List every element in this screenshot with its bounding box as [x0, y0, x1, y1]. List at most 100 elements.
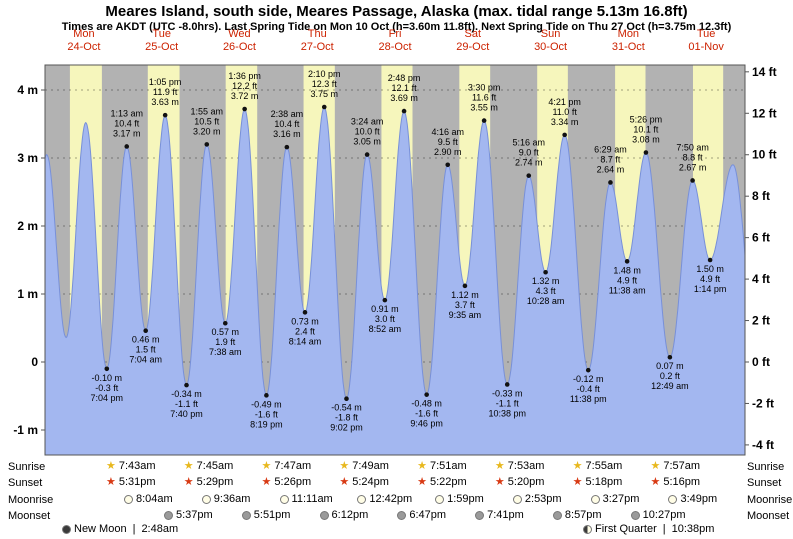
first-quarter-icon [583, 524, 592, 534]
sunset-icon: ★ [261, 476, 272, 488]
sunset-entry: ★ 5:20pm [495, 476, 545, 488]
moonrise-entry: 8:04am [124, 493, 173, 505]
moonrise-entry: 9:36am [201, 493, 250, 505]
moonset-entry: 7:41pm [475, 509, 524, 521]
day-date: 30-Oct [534, 41, 568, 53]
tide-extreme-labels: -0.10 m -0.3 ft 7:04 pm 1:13 am 10.4 ft 3.17 … [91, 69, 727, 433]
axes: 4 m 3 m 2 m 1 m 0 -1 m 14 ft 12 ft 10 ft 8 ft 6 ft… [13, 64, 777, 456]
tide-extreme-dot [364, 152, 370, 157]
sunrise-icon: ★ [261, 460, 272, 472]
sunrise-entry: ★ 7:57am [650, 460, 700, 472]
moonrise-time: 8:04am [136, 493, 173, 505]
sunset-icon: ★ [339, 476, 350, 488]
low-tide-label: -0.33 m -1.1 ft 10:38 pm [488, 388, 526, 418]
moonset-icon [164, 510, 173, 520]
sunset-time: 5:24pm [352, 476, 389, 488]
day-header: Mon 24-Oct [44, 28, 124, 54]
moonset-time: 8:57pm [564, 509, 602, 521]
sunset-icon: ★ [106, 476, 116, 488]
moonset-time: 6:12pm [331, 509, 369, 521]
moonset-time: 5:51pm [253, 509, 291, 521]
y-axis-right-label: -4 ft [752, 438, 774, 452]
tide-extreme-dot [222, 320, 228, 326]
tide-extreme-dot [585, 367, 591, 373]
new-moon-time: 2:48am [141, 523, 179, 535]
tide-extreme-dot [284, 144, 290, 150]
left-moonset-row-label: Moonset [8, 510, 51, 522]
day-date: 31-Oct [611, 41, 645, 53]
tide-extreme-dot [104, 366, 110, 372]
low-tide-label: -0.12 m -0.4 ft 11:38 pm [570, 374, 607, 404]
day-header: Tue 01-Nov [666, 28, 746, 54]
first-quarter-name: First Quarter [595, 523, 657, 535]
y-axis-right-label: 0 ft [752, 355, 770, 369]
high-tide-label: 3:24 am 10.0 ft 3.05 m [351, 117, 384, 147]
sunrise-time: 7:49am [352, 460, 389, 472]
sunset-time: 5:29pm [196, 476, 234, 488]
moonrise-time: 3:27pm [602, 493, 640, 505]
first-quarter-annotation: First Quarter | 10:38pm [583, 523, 714, 535]
moonrise-time: 11:11am [291, 493, 333, 505]
low-tide-label: 1.50 m 4.9 ft 1:14 pm [694, 264, 727, 294]
moonset-time: 10:27pm [642, 509, 686, 521]
moonrise-entry: 1:59pm [435, 493, 484, 505]
high-tide-label: 7:50 am 8.8 ft 2.67 m [676, 142, 709, 172]
plot-frame [44, 64, 746, 456]
low-tide-label: 0.07 m 0.2 ft 12:49 am [651, 361, 689, 391]
sunset-icon: ★ [417, 476, 427, 488]
low-tide-label: 0.46 m 1.5 ft 7:04 am [129, 335, 162, 365]
high-tide-label: 2:38 am 10.4 ft 3.16 m [271, 109, 304, 139]
moonrise-time: 1:59pm [447, 493, 484, 505]
high-tide-label: 4:16 am 9.5 ft 2.90 m [431, 127, 464, 157]
sunset-entry: ★ 5:16pm [650, 476, 700, 488]
day-weekday: Wed [228, 28, 251, 40]
left-moonrise-row-label: Moonrise [8, 494, 54, 506]
y-axis-right-label: 14 ft [752, 65, 777, 79]
right-moonset-row-label: Moonset [747, 510, 790, 522]
y-axis-left-label: 0 [31, 355, 38, 369]
sunset-icon: ★ [650, 476, 661, 488]
moonset-icon [630, 510, 640, 520]
sunset-entry: ★ 5:29pm [184, 476, 234, 488]
high-tide-label: 1:55 am 10.5 ft 3.20 m [191, 106, 224, 136]
moonset-entry: 5:37pm [164, 509, 213, 521]
sunset-icon: ★ [183, 476, 194, 488]
y-axis-left-label: 2 m [17, 219, 38, 233]
high-tide-label: 6:29 am 8.7 ft 2.64 m [594, 144, 627, 174]
day-weekday: Fri [388, 28, 402, 40]
high-tide-label: 1:13 am 10.4 ft 3.17 m [110, 108, 143, 138]
low-tide-label: -0.34 m -1.1 ft 7:40 pm [170, 389, 203, 419]
y-axis-right-label: 12 ft [752, 106, 777, 120]
moonset-icon [241, 510, 251, 520]
moonset-icon [319, 510, 329, 520]
sunset-entry: ★ 5:31pm [106, 476, 156, 488]
sunrise-icon: ★ [572, 460, 583, 472]
tide-extreme-dot [344, 396, 349, 402]
day-header: Thu 27-Oct [277, 28, 357, 54]
sunrise-time: 7:55am [585, 460, 623, 472]
tide-extreme-dot [445, 162, 451, 168]
new-moon-icon [62, 524, 71, 534]
moonset-time: 7:41pm [487, 509, 524, 521]
moonrise-time: 12:42pm [369, 493, 413, 505]
moonrise-icon [201, 494, 211, 504]
high-tide-label: 1:36 pm 12.2 ft 3.72 m [228, 71, 261, 101]
day-date: 27-Oct [300, 41, 334, 53]
low-tide-label: -0.49 m -1.6 ft 8:19 pm [250, 399, 283, 429]
tide-extreme-dot [690, 178, 695, 183]
sunrise-time: 7:57am [663, 460, 701, 472]
tide-extreme-dot [124, 144, 130, 149]
tide-area-fill [45, 107, 745, 455]
y-axis-right-label: 4 ft [752, 272, 770, 286]
tide-extreme-dot [462, 283, 468, 289]
moonrise-entry: 3:49pm [668, 493, 717, 505]
sunset-time: 5:31pm [118, 476, 156, 488]
moonrise-icon [435, 494, 445, 504]
sunrise-entry: ★ 7:55am [573, 460, 623, 472]
sunset-entry: ★ 5:24pm [339, 476, 389, 488]
moonrise-entry: 3:27pm [590, 493, 640, 505]
day-weekday: Mon [73, 28, 95, 40]
y-axis-left-label: 4 m [17, 83, 38, 97]
new-moon-annotation: New Moon | 2:48am [62, 523, 178, 535]
